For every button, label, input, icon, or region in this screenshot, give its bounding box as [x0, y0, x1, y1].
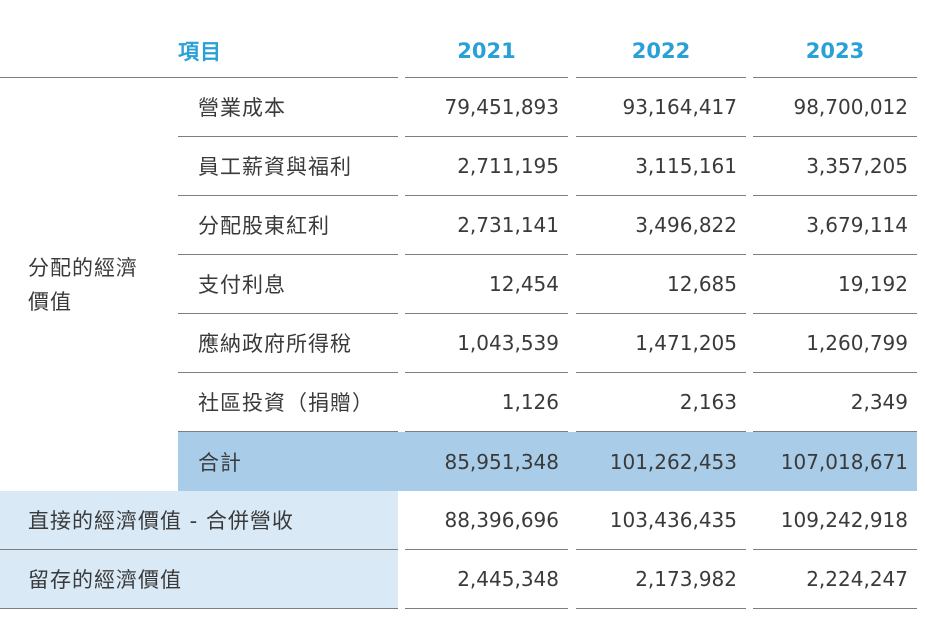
value-2023: 109,242,918 [753, 491, 917, 550]
header-year-2021: 2021 [457, 38, 516, 63]
group-label-line2: 價值 [28, 289, 72, 314]
value-2021: 1,126 [405, 373, 568, 432]
row-label: 直接的經濟價值 - 合併營收 [0, 491, 398, 550]
table-row-shareholder-dividends: 分配股東紅利 2,731,141 3,496,822 3,679,114 [0, 196, 925, 255]
table-row-direct-economic-value: 直接的經濟價值 - 合併營收 88,396,696 103,436,435 10… [0, 491, 925, 550]
group-label-distributed-economic-value: 分配的經濟 價值 [0, 78, 178, 491]
row-label: 員工薪資與福利 [178, 137, 398, 196]
value-2021: 2,731,141 [405, 196, 568, 255]
header-cell-2022: 2022 [576, 0, 746, 78]
value-2022: 2,173,982 [576, 550, 746, 609]
value-2022: 93,164,417 [576, 78, 746, 137]
value-2022: 2,163 [576, 373, 746, 432]
table-row-retained-economic-value: 留存的經濟價值 2,445,348 2,173,982 2,224,247 [0, 550, 925, 609]
total-highlight-band: 合計 85,951,348 101,262,453 107,018,671 [178, 432, 917, 491]
value-2023: 19,192 [753, 255, 917, 314]
group-label-line1: 分配的經濟 [28, 255, 138, 280]
header-item-label: 項目 [178, 39, 222, 64]
value-2021: 12,454 [405, 255, 568, 314]
total-2022: 101,262,453 [609, 449, 737, 474]
value-2021: 79,451,893 [405, 78, 568, 137]
row-label: 留存的經濟價值 [0, 550, 398, 609]
table-row-interest-paid: 支付利息 12,454 12,685 19,192 [0, 255, 925, 314]
value-2021: 1,043,539 [405, 314, 568, 373]
value-2023: 2,224,247 [753, 550, 917, 609]
table-row-community-investment: 社區投資（捐贈） 1,126 2,163 2,349 [0, 373, 925, 432]
table-row-employee-wages: 員工薪資與福利 2,711,195 3,115,161 3,357,205 [0, 137, 925, 196]
value-2023: 3,679,114 [753, 196, 917, 255]
value-2022: 3,115,161 [576, 137, 746, 196]
header-year-2023: 2023 [805, 38, 865, 63]
total-2023: 107,018,671 [780, 449, 908, 474]
header-cell-2021: 2021 [405, 0, 568, 78]
value-2022: 3,496,822 [576, 196, 746, 255]
value-2022: 103,436,435 [576, 491, 746, 550]
total-label: 合計 [198, 450, 242, 475]
value-2023: 2,349 [753, 373, 917, 432]
value-2023: 3,357,205 [753, 137, 917, 196]
row-label: 社區投資（捐贈） [178, 373, 398, 432]
value-2021: 88,396,696 [405, 491, 568, 550]
table-header-row: 項目 2021 2022 2023 [0, 0, 925, 78]
header-cell-item: 項目 [0, 0, 398, 78]
table-row-operating-costs: 營業成本 79,451,893 93,164,417 98,700,012 [0, 78, 925, 137]
row-label: 營業成本 [178, 78, 398, 137]
table-row-total: 合計 85,951,348 101,262,453 107,018,671 [0, 432, 925, 491]
row-label: 應納政府所得稅 [178, 314, 398, 373]
row-label: 分配股東紅利 [178, 196, 398, 255]
value-2023: 98,700,012 [753, 78, 917, 137]
header-cell-2023: 2023 [753, 0, 917, 78]
value-2022: 12,685 [576, 255, 746, 314]
value-2021: 2,445,348 [405, 550, 568, 609]
total-2021: 85,951,348 [444, 449, 559, 474]
row-label: 支付利息 [178, 255, 398, 314]
table-row-income-tax: 應納政府所得稅 1,043,539 1,471,205 1,260,799 [0, 314, 925, 373]
header-year-2022: 2022 [631, 38, 691, 63]
value-2021: 2,711,195 [405, 137, 568, 196]
value-2023: 1,260,799 [753, 314, 917, 373]
value-2022: 1,471,205 [576, 314, 746, 373]
